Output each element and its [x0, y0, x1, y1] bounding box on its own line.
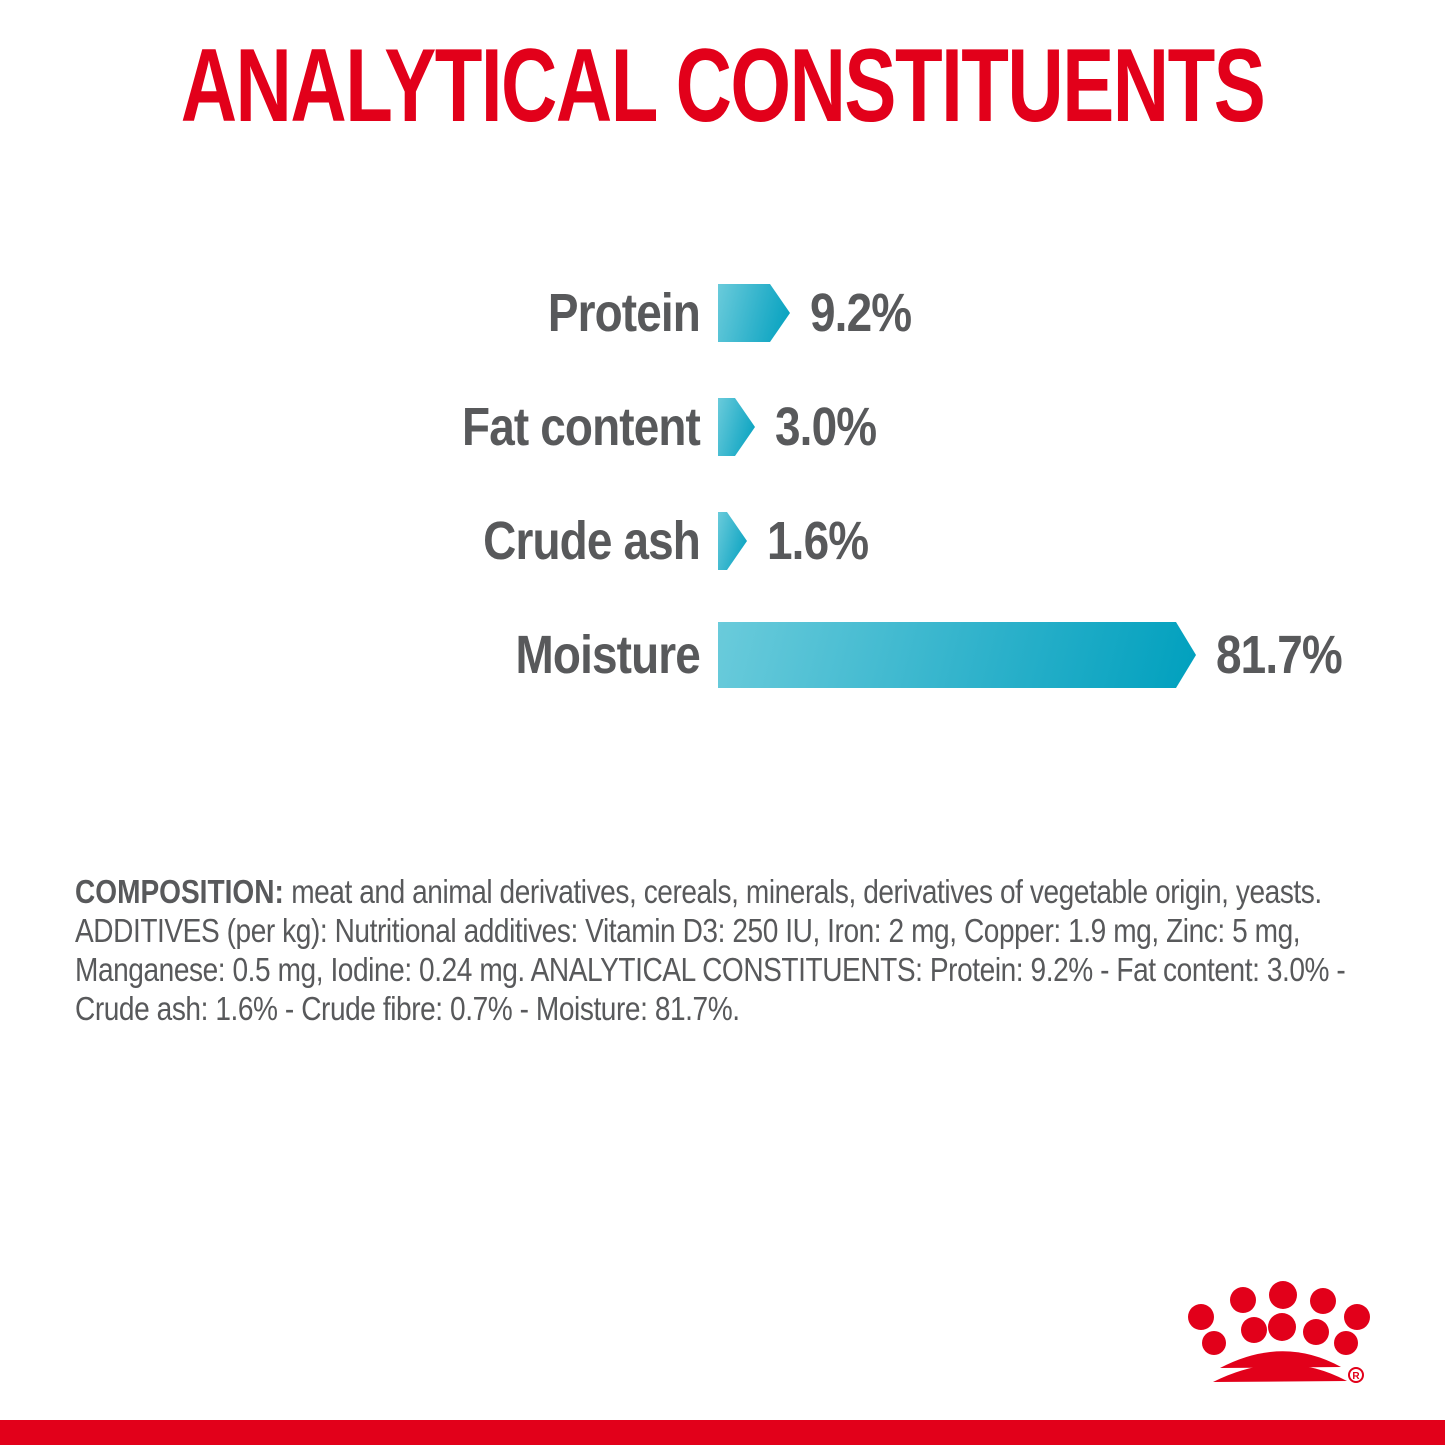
registered-trademark-letter: R [1352, 1371, 1360, 1382]
registered-trademark-icon: R [1348, 1367, 1364, 1383]
crown-dots [1188, 1281, 1370, 1355]
chart-value-label: 9.2% [810, 283, 912, 343]
chart-rows: Protein 9.2% Fat content 3.0% Crude ash 1.6% M… [0, 256, 1445, 712]
chart-value-label: 81.7% [1216, 625, 1343, 685]
crown-arcs [1213, 1351, 1347, 1382]
chart-bar [718, 284, 790, 342]
composition-heading: COMPOSITION: [75, 873, 284, 910]
chart-value-label: 3.0% [775, 397, 877, 457]
footer-accent-bar [0, 1420, 1445, 1445]
composition-line-1: COMPOSITION: meat and animal derivatives… [75, 872, 1345, 911]
chart-bar [718, 398, 755, 456]
composition-line-3: Manganese: 0.5 mg, Iodine: 0.24 mg. ANAL… [75, 951, 1346, 988]
composition-line-2: ADDITIVES (per kg): Nutritional additive… [75, 912, 1301, 949]
composition-line-4: Crude ash: 1.6% - Crude fibre: 0.7% - Mo… [75, 990, 740, 1027]
royal-canin-crown-logo-icon: R [1188, 1281, 1370, 1383]
chart-row: Crude ash 1.6% [0, 484, 1445, 598]
chart-value-label: 1.6% [767, 511, 869, 571]
chart-category-label: Protein [547, 283, 701, 343]
chart-row: Moisture 81.7% [0, 598, 1445, 712]
composition-line-1-text: meat and animal derivatives, cereals, mi… [283, 873, 1322, 910]
chart-row: Protein 9.2% [0, 256, 1445, 370]
chart-bar [718, 622, 1196, 688]
chart-category-label: Crude ash [483, 511, 701, 571]
analytical-constituents-chart: Protein 9.2% Fat content 3.0% Crude ash 1.6% M… [0, 256, 1445, 712]
page-title: ANALYTICAL CONSTITUENTS [180, 28, 1266, 144]
chart-row: Fat content 3.0% [0, 370, 1445, 484]
chart-category-label: Fat content [462, 397, 701, 457]
composition-paragraph: COMPOSITION: meat and animal derivatives… [75, 872, 1346, 1028]
chart-category-label: Moisture [515, 625, 701, 685]
chart-bar [718, 512, 747, 570]
